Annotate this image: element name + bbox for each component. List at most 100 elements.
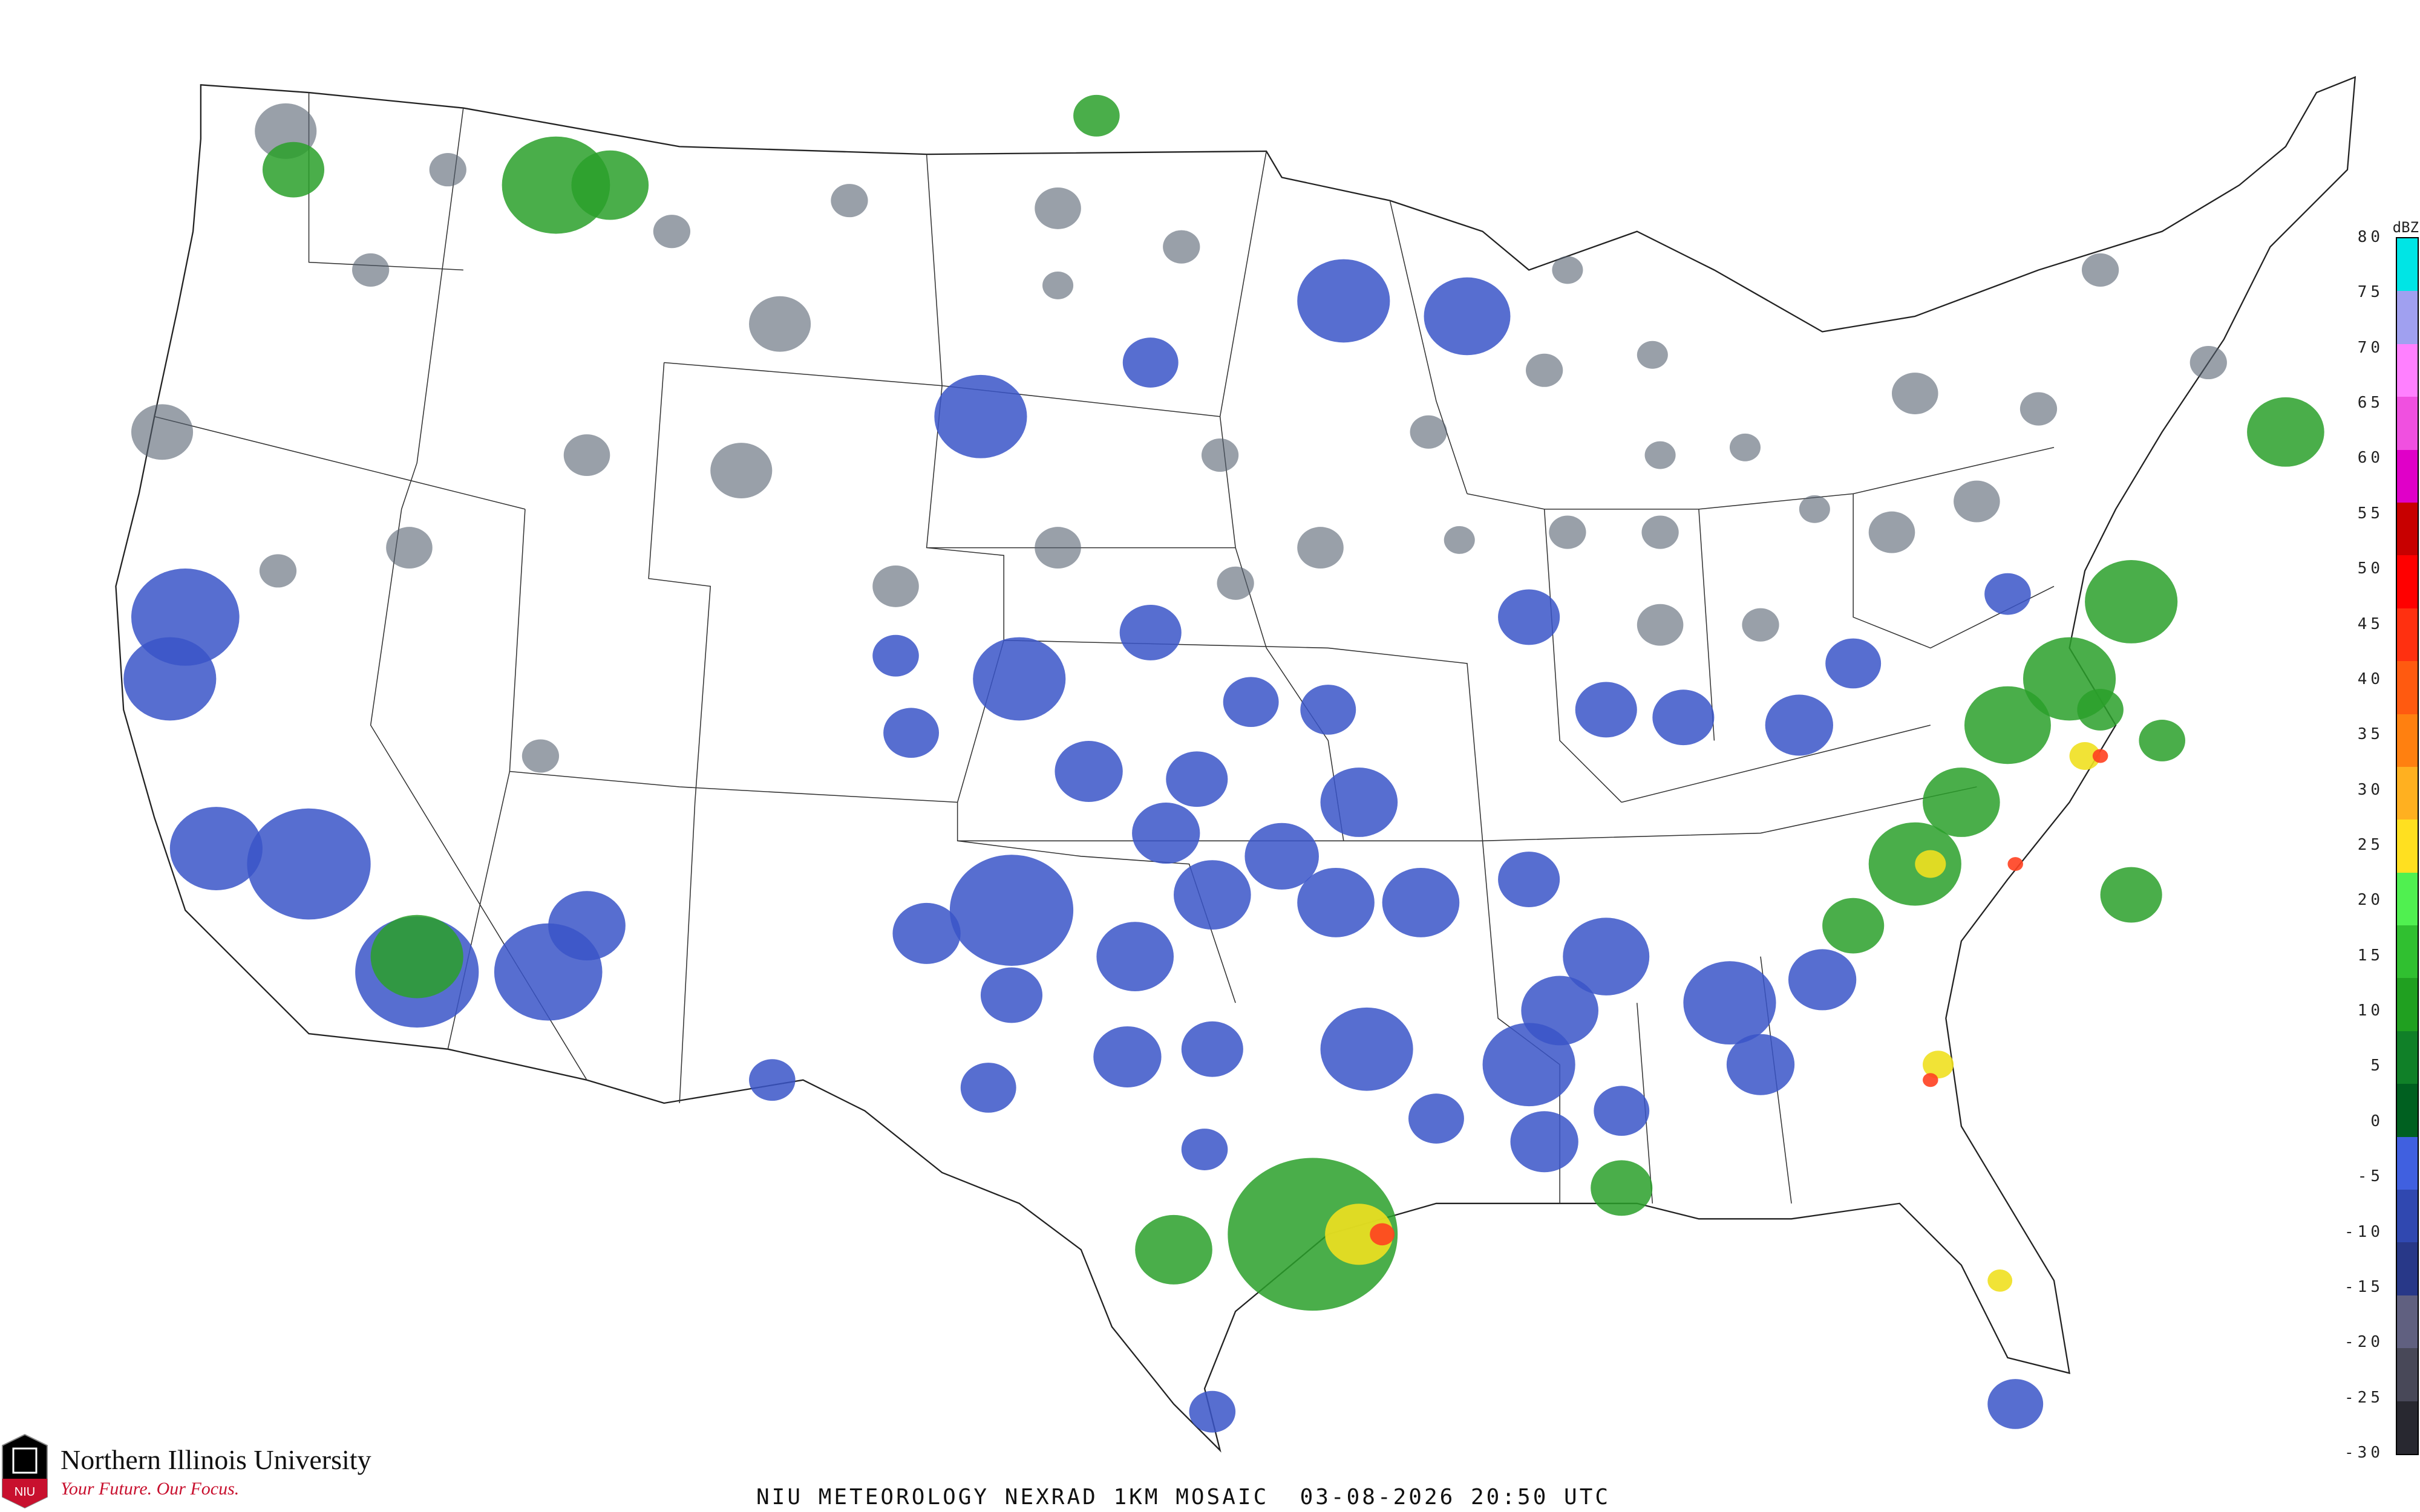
legend-color-band [2397, 978, 2418, 1031]
legend-color-band [2397, 766, 2418, 820]
clear-air-echo [1444, 526, 1475, 554]
clear-air-echo [1410, 415, 1447, 449]
strong-echo-area [1325, 1204, 1393, 1265]
light-echo-area [1189, 1390, 1236, 1433]
legend-tick-label: 20 [2357, 891, 2384, 910]
legend-color-band [2397, 608, 2418, 662]
strong-echo-area [2069, 742, 2101, 770]
clear-air-echo [653, 215, 691, 249]
light-echo-area [1825, 638, 1882, 689]
legend-color-band [2397, 449, 2418, 503]
niu-logo: NIU Northern Illinois University Your Fu… [0, 1430, 448, 1512]
light-echo-area [1181, 1021, 1243, 1077]
clear-air-echo [1641, 515, 1679, 549]
moderate-echo-area [2139, 720, 2185, 761]
light-echo-area [1223, 677, 1279, 728]
legend-tick-label: 60 [2357, 449, 2384, 468]
clear-air-echo [1042, 271, 1074, 299]
moderate-echo-area [2085, 560, 2178, 644]
legend-tick-label: 25 [2357, 836, 2384, 854]
niu-shield-icon: NIU [2, 1433, 48, 1509]
light-echo-area [1119, 605, 1182, 660]
clear-air-echo [1552, 256, 1583, 284]
light-echo-area [1297, 259, 1390, 343]
radar-echoes [123, 94, 2324, 1433]
intense-echo-cell [1370, 1223, 1395, 1246]
moderate-echo-area [1964, 686, 2051, 764]
clear-air-echo [1035, 187, 1081, 229]
light-echo-area [1726, 1034, 1795, 1095]
clear-air-echo [1297, 527, 1344, 569]
light-echo-area [1096, 922, 1174, 992]
legend-color-band [2397, 714, 2418, 767]
moderate-echo-area [1822, 898, 1885, 954]
legend-tick-label: 0 [2370, 1112, 2384, 1130]
clear-air-echo [1799, 495, 1830, 523]
light-echo-area [934, 374, 1027, 458]
light-echo-area [1510, 1111, 1578, 1173]
clear-air-echo [1891, 373, 1938, 414]
university-name: Northern Illinois University [60, 1444, 371, 1475]
legend-tick-label: -5 [2357, 1167, 2384, 1186]
clear-air-echo [1637, 341, 1668, 369]
clear-air-echo [386, 527, 433, 569]
legend-tick-label: 75 [2357, 283, 2384, 302]
clear-air-echo [749, 296, 811, 352]
legend-tick-label: -20 [2344, 1333, 2384, 1352]
light-echo-area [1181, 1129, 1228, 1170]
intense-echo-cell [1923, 1073, 1938, 1087]
light-echo-area [1498, 589, 1560, 645]
light-echo-area [1174, 860, 1251, 930]
intense-echo-cell [2092, 749, 2108, 763]
legend-tick-label: 45 [2357, 614, 2384, 633]
svg-text:NIU: NIU [15, 1485, 35, 1499]
clear-air-echo [1163, 230, 1200, 264]
light-echo-area [1987, 1379, 2044, 1429]
clear-air-echo [1549, 515, 1586, 549]
moderate-echo-area [2247, 397, 2324, 467]
moderate-echo-area [1135, 1214, 1212, 1285]
light-echo-area [980, 967, 1043, 1023]
moderate-echo-area [1228, 1158, 1398, 1311]
legend-tick-label: -15 [2344, 1277, 2384, 1296]
light-echo-area [1408, 1093, 1464, 1144]
light-echo-area [973, 637, 1066, 721]
legend-tick-label: 50 [2357, 559, 2384, 578]
legend-color-band [2397, 502, 2418, 556]
light-echo-area [949, 855, 1074, 966]
light-echo-area [548, 891, 626, 961]
clear-air-echo [429, 153, 466, 187]
light-echo-area [1788, 949, 1857, 1011]
legend-color-band [2397, 397, 2418, 450]
legend-color-band [2397, 820, 2418, 873]
light-echo-area [1652, 689, 1715, 746]
legend-color-band [2397, 1348, 2418, 1401]
clear-air-echo [2189, 345, 2227, 380]
moderate-echo-area [1591, 1160, 1653, 1216]
light-echo-area [1382, 867, 1460, 937]
legend-color-band [2397, 1295, 2418, 1349]
legend-tick-label: -25 [2344, 1388, 2384, 1407]
legend-color-band [2397, 1136, 2418, 1190]
legend-color-band [2397, 1031, 2418, 1084]
light-echo-area [247, 808, 371, 920]
legend-tick-label: 80 [2357, 228, 2384, 246]
clear-air-echo [872, 565, 919, 607]
clear-air-echo [1637, 604, 1684, 646]
light-echo-area [1320, 1007, 1413, 1091]
light-echo-area [1093, 1026, 1162, 1087]
light-echo-area [169, 807, 263, 890]
light-echo-area [1300, 685, 1356, 735]
clear-air-echo [1868, 511, 1915, 553]
clear-air-echo [1526, 353, 1563, 387]
clear-air-echo [1217, 566, 1254, 600]
legend-tick-label: 35 [2357, 725, 2384, 744]
light-echo-area [1297, 867, 1375, 937]
legend-color-band [2397, 925, 2418, 979]
legend-tick-label: 15 [2357, 946, 2384, 965]
clear-air-echo [710, 443, 773, 498]
conus-border [115, 76, 2356, 1453]
clear-air-echo [2019, 392, 2058, 426]
light-echo-area [123, 637, 217, 721]
